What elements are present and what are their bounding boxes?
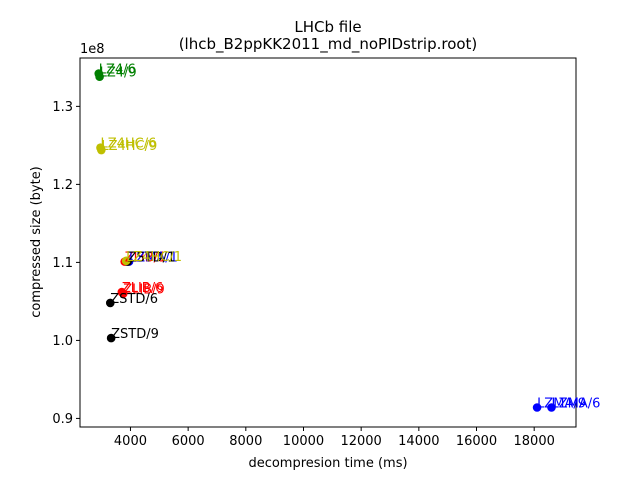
data-point-label: LZ4/9 [100, 66, 137, 81]
data-point [121, 256, 131, 266]
data-point [547, 403, 556, 412]
y-tick-label: 1.3 [52, 100, 73, 115]
data-point [95, 72, 104, 82]
y-tick-label: 1.0 [52, 334, 73, 349]
x-axis-label: decompresion time (ms) [248, 456, 407, 471]
data-point-label: LZ4HC/9 [101, 139, 157, 154]
data-point-label: ZSTD/6 [110, 292, 158, 307]
data-point-label: ZSTD/1 [128, 251, 176, 266]
x-tick-label: 10000 [283, 434, 324, 449]
y-offset-label: 1e8 [80, 42, 105, 57]
chart-title: LHCb file [294, 18, 361, 36]
data-point-label: LZMA/9 [537, 396, 586, 411]
plot-area: 4000 6000 8000 10000 12000 14000 16000 18000 0.9… [52, 57, 600, 449]
data-point [97, 145, 106, 155]
data-point-label: LZ4/6 [99, 63, 136, 78]
data-point-label: LZ4HC/1 [126, 250, 182, 265]
x-tick-label: 16000 [456, 434, 497, 449]
data-point [532, 403, 542, 412]
y-tick-label: 0.9 [52, 412, 73, 427]
data-point-label: LZMA/6 [551, 396, 600, 411]
y-tick-label: 1.2 [52, 178, 73, 193]
data-point-label: ZLIB/1 [125, 251, 167, 266]
y-axis-label: compressed size (byte) [29, 166, 44, 318]
x-tick-label: 4000 [114, 434, 147, 449]
plot-frame [79, 57, 577, 428]
y-tick-label: 1.1 [52, 256, 73, 271]
data-point [105, 298, 115, 308]
data-point [106, 333, 116, 343]
x-tick-label: 6000 [172, 434, 205, 449]
data-point [118, 289, 128, 298]
data-point-label: LZ4HC/6 [100, 137, 156, 152]
data-point-label: ZLIB/9 [123, 283, 165, 298]
chart-subtitle: (lhcb_B2ppKK2011_md_noPIDstrip.root) [179, 35, 478, 54]
data-point-label: ZLIB/6 [122, 281, 164, 296]
data-point-label: ZSTD/9 [111, 327, 159, 342]
data-point-label: LZMA/1 [129, 251, 178, 266]
x-tick-label: 8000 [229, 434, 262, 449]
x-tick-label: 12000 [340, 434, 381, 449]
x-tick-label: 18000 [514, 434, 555, 449]
x-tick-label: 14000 [398, 434, 439, 449]
